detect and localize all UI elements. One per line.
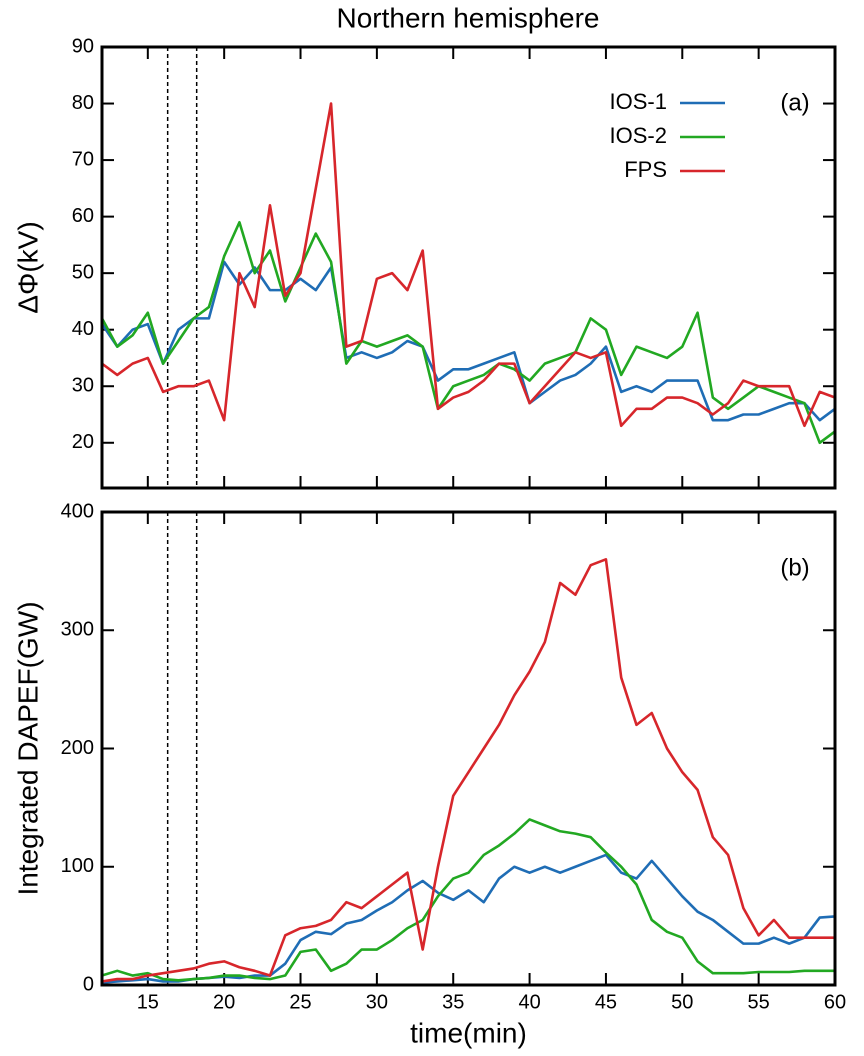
y-tick-label: 0 [83,973,94,995]
y-tick-label: 100 [61,855,94,877]
y-axis-label: ΔΦ(kV) [12,221,43,313]
legend-label: FPS [624,157,667,182]
y-tick-label: 300 [61,619,94,641]
y-tick-label: 80 [72,92,94,114]
x-tick-label: 30 [366,991,388,1013]
data-line [102,220,835,445]
y-tick-label: 50 [72,261,94,283]
x-tick-label: 45 [595,991,617,1013]
chart-title: Northern hemisphere [336,2,599,33]
x-tick-label: 60 [824,991,846,1013]
x-tick-label: 55 [748,991,770,1013]
plot-area [102,102,835,445]
data-line [102,818,835,982]
panel-label: (b) [780,554,809,581]
data-line [102,260,835,422]
data-line [102,102,835,428]
x-tick-label: 40 [518,991,540,1013]
x-tick-label: 50 [671,991,693,1013]
legend-label: IOS-2 [610,123,667,148]
data-line [102,558,835,983]
plot-area [102,558,835,984]
x-tick-label: 15 [137,991,159,1013]
y-tick-label: 60 [72,205,94,227]
x-tick-label: 35 [442,991,464,1013]
plot-frame [100,45,837,490]
y-axis-label: Integrated DAPEF(GW) [12,601,43,895]
x-tick-label: 25 [289,991,311,1013]
plot-frame [100,510,837,987]
panel-label: (a) [780,89,809,116]
y-tick-label: 400 [61,500,94,522]
y-tick-label: 40 [72,318,94,340]
y-tick-label: 90 [72,35,94,57]
y-tick-label: 200 [61,737,94,759]
y-tick-label: 30 [72,375,94,397]
legend-label: IOS-1 [610,89,667,114]
y-tick-label: 70 [72,148,94,170]
y-tick-label: 20 [72,431,94,453]
x-axis-label: time(min) [410,1017,527,1048]
x-tick-label: 20 [213,991,235,1013]
